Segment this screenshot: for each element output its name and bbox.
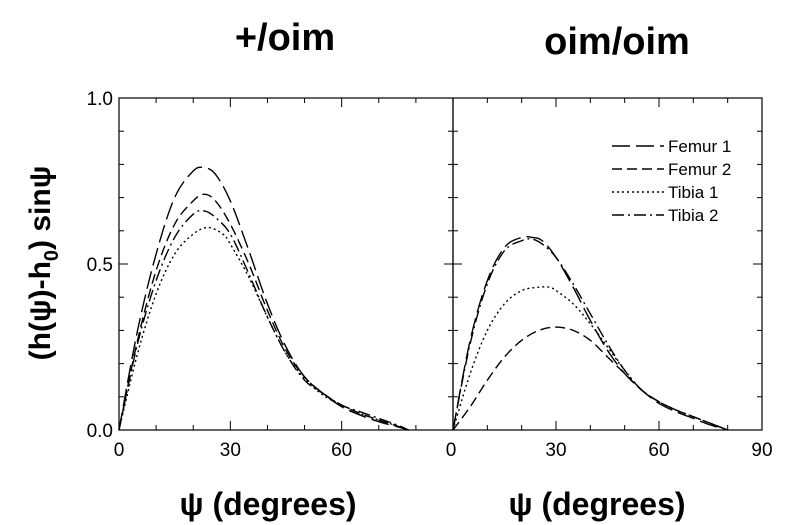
series-line-tibia-2 [118,209,409,431]
y-tick-label: 0.5 [87,255,113,276]
y-axis-label-main: (h(ψ)-h [24,261,57,360]
right-panel-title: oim/oim [544,21,690,63]
left-plot-frame [118,97,454,431]
left-panel-title: +/oim [235,17,335,59]
x-tick-label: 60 [648,440,669,461]
legend-label: Tibia 1 [668,183,718,202]
y-axis-label-tail: ) sinψ [24,166,57,250]
series-line-femur-1 [118,166,409,431]
x-tick-label: 60 [331,440,352,461]
series-line-femur-2 [118,193,409,431]
y-axis-label: (h(ψ)-h0) sinψ [24,166,63,361]
legend-label: Tibia 2 [668,206,718,225]
series-line-tibia-2 [452,238,728,431]
x-tick-label: 30 [220,440,241,461]
y-tick-label: 1.0 [87,89,113,110]
y-axis-label-subscript: 0 [41,250,63,261]
legend-label: Femur 2 [668,160,731,179]
x-tick-label: 30 [545,440,566,461]
series-line-femur-1 [452,235,728,431]
legend-label: Femur 1 [668,137,731,156]
x-tick-label: 0 [114,440,125,461]
left-x-axis-label: ψ (degrees) [179,486,356,522]
x-tick-label: 90 [751,440,772,461]
series-line-tibia-1 [452,286,728,431]
series-line-femur-2 [452,326,728,431]
x-tick-label: 0 [446,440,457,461]
series-line-tibia-1 [118,226,409,431]
y-tick-label: 0.0 [87,421,113,442]
right-x-axis-label: ψ (degrees) [508,486,685,522]
